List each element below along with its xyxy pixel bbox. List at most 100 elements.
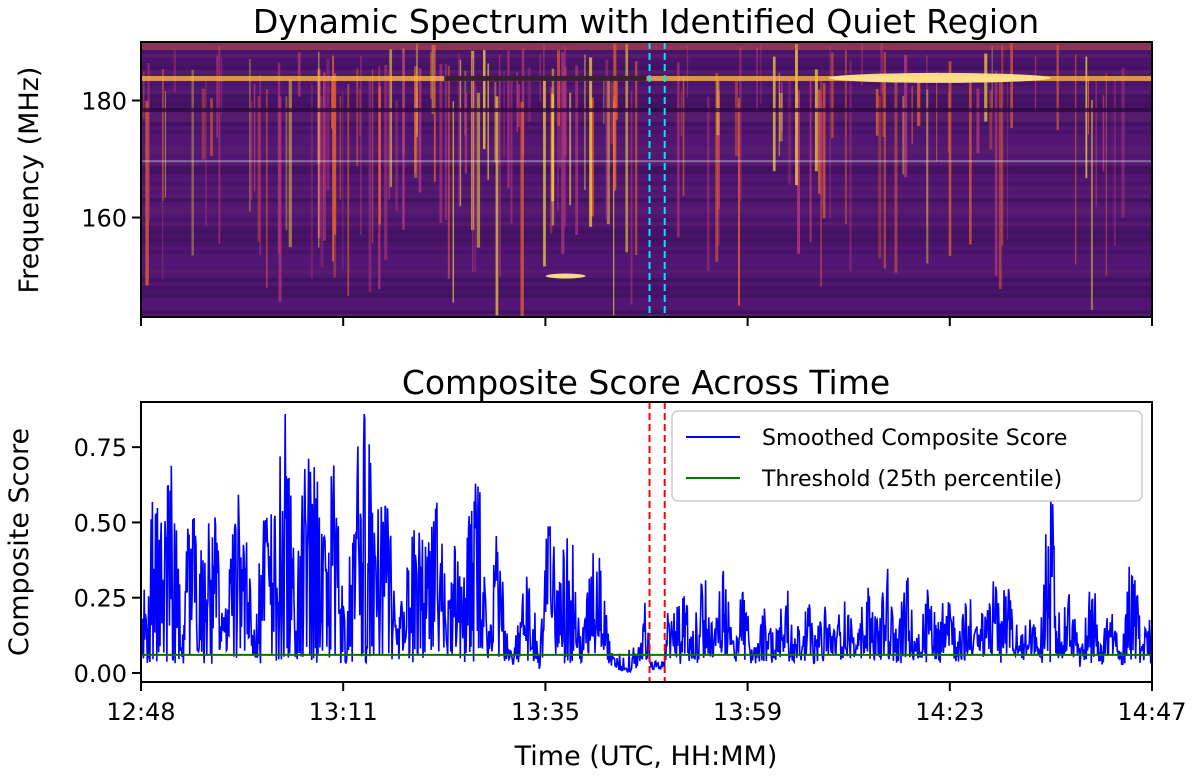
- spectrum-burst: [787, 80, 792, 185]
- spectrum-burst: [510, 79, 513, 224]
- spectrum-burst: [682, 75, 685, 197]
- spectrum-band: [141, 254, 1152, 258]
- spectrum-band: [141, 106, 1152, 110]
- spectrum-burst: [819, 91, 823, 162]
- spectrum-burst: [347, 84, 350, 296]
- legend-label-threshold: Threshold (25th percentile): [761, 467, 1062, 492]
- spectrum-band: [141, 54, 1152, 58]
- score-xtick-label: 12:48: [106, 698, 175, 726]
- score-xlabel: Time (UTC, HH:MM): [514, 741, 778, 772]
- spectrum-band: [141, 62, 1152, 66]
- spectrum-burst: [1001, 44, 1004, 246]
- spectrum-band: [141, 222, 1152, 226]
- spectrum-burst: [495, 96, 499, 316]
- spectrum-burst: [797, 90, 801, 254]
- spectrum-burst: [384, 64, 388, 261]
- spectrum-burst: [402, 52, 405, 230]
- spectrum-burst: [610, 82, 614, 144]
- spectrum-burst: [201, 88, 206, 160]
- spectrum-burst: [606, 79, 610, 225]
- spectrum-band: [141, 70, 1152, 74]
- score-ytick-label: 0.50: [74, 509, 127, 537]
- spectrum-band: [141, 46, 1152, 50]
- spectrum-burst: [368, 76, 372, 293]
- spectrum-burst: [1074, 54, 1077, 265]
- spectrum-band: [141, 166, 1152, 170]
- spectrum-burst: [414, 74, 417, 174]
- spectrum-burst: [216, 55, 219, 138]
- spectrum-burst: [418, 68, 422, 193]
- spectrum-burst: [989, 90, 993, 150]
- spectrum-burst: [205, 76, 207, 226]
- spectrum-burst: [1090, 100, 1093, 310]
- spectrum-burst: [372, 69, 374, 244]
- spectrum-burst: [780, 81, 783, 132]
- spectrum-burst: [635, 61, 638, 256]
- spectrum-band: [141, 282, 1152, 286]
- spectrum-burst: [894, 74, 898, 273]
- spectrum-burst: [739, 47, 742, 202]
- spectrum-burst: [452, 101, 454, 303]
- spectrum-band: [141, 114, 1152, 118]
- spectrum-ytick-label: 160: [81, 205, 127, 233]
- spectrum-burst: [439, 64, 443, 223]
- spectrum-band: [141, 242, 1152, 246]
- spectrum-band: [141, 302, 1152, 306]
- spectrum-burst: [1102, 95, 1105, 172]
- spectrum-burst: [1034, 56, 1037, 112]
- score-frame: [140, 401, 1153, 683]
- spectrum-burst: [795, 43, 798, 186]
- spectrum-band: [141, 190, 1152, 194]
- spectrum-burst: [831, 52, 834, 139]
- spectrum-burst: [333, 73, 337, 235]
- spectrum-band: [141, 134, 1152, 138]
- spectrum-burst: [332, 55, 335, 262]
- score-xtick-label: 14:23: [915, 698, 984, 726]
- spectrum-burst: [173, 49, 176, 92]
- spectrum-burst: [342, 91, 344, 270]
- spectrum-burst: [809, 80, 812, 243]
- spectrum-band: [141, 126, 1152, 130]
- spectrum-burst: [917, 82, 921, 127]
- spectrum-burst: [861, 42, 864, 86]
- spectrum-band: [141, 198, 1152, 202]
- spectrum-burst: [778, 72, 780, 157]
- spectrum-burst: [625, 43, 629, 253]
- spectrum-burst: [359, 88, 361, 137]
- spectrum-burst: [1121, 67, 1125, 218]
- legend: Smoothed Composite Score Threshold (25th…: [671, 410, 1143, 502]
- spectrum-band: [141, 318, 1152, 322]
- spectrum-burst: [557, 67, 559, 211]
- spectrum-burst: [998, 80, 1002, 290]
- spectrum-band: [141, 238, 1152, 242]
- spectrum-burst: [814, 69, 818, 172]
- spectrum-band: [141, 206, 1152, 210]
- spectrum-band: [141, 210, 1152, 214]
- score-xtick-label: 13:35: [511, 698, 580, 726]
- spectrum-burst: [613, 101, 615, 316]
- spectrum-burst: [589, 57, 593, 227]
- spectrum-burst: [1105, 73, 1107, 277]
- spectrum-band: [141, 174, 1152, 178]
- spectrum-burst: [1006, 79, 1009, 240]
- spectrum-band: [141, 294, 1152, 298]
- spectrum-band: [141, 270, 1152, 274]
- spectrum-burst: [326, 58, 330, 191]
- spectrum-band: [141, 278, 1152, 282]
- spectrum-burst: [339, 95, 342, 200]
- spectrum-burst: [968, 73, 972, 245]
- spectrum-band: [141, 266, 1152, 270]
- spectrum-burst: [1087, 75, 1089, 135]
- spectrum-band: [141, 218, 1152, 222]
- spectrum-bright-burst: [828, 72, 1051, 83]
- spectrum-burst: [259, 75, 261, 255]
- spectrum-burst: [822, 83, 826, 219]
- score-ylabel: Composite Score: [4, 428, 35, 656]
- spectrum-burst: [948, 61, 952, 256]
- spectrum-burst: [878, 95, 882, 259]
- score-ytick-label: 0.75: [74, 434, 127, 462]
- spectrum-burst: [911, 86, 914, 145]
- spectrum-burst: [849, 60, 852, 272]
- spectrum-burst: [818, 89, 821, 194]
